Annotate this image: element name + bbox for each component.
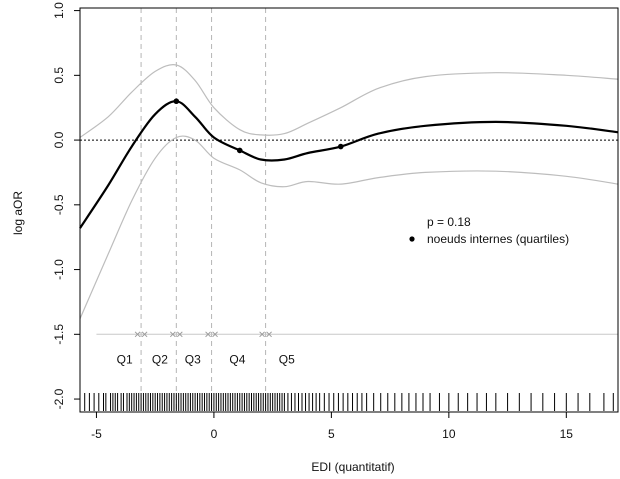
quantile-label: Q1: [117, 352, 133, 366]
upper-ci-line: [79, 64, 619, 138]
knot-point: [236, 147, 243, 154]
x-tick-label: 0: [211, 427, 218, 441]
quantile-label: Q5: [279, 352, 295, 366]
quantile-cross-marker: [169, 331, 176, 338]
quantile-cross-marker: [259, 331, 265, 338]
y-tick-label: -2.0: [52, 388, 66, 409]
x-tick-label: 15: [560, 427, 574, 441]
quantile-cross-marker: [141, 331, 148, 338]
quantile-label: Q2: [152, 352, 168, 366]
quantile-cross-marker: [134, 331, 141, 338]
x-tick-label: 10: [442, 427, 456, 441]
quantile-label: Q4: [229, 352, 245, 366]
x-axis-label: EDI (quantitatif): [311, 460, 394, 474]
y-tick-label: 0.0: [52, 131, 66, 148]
quantile-cross-marker: [176, 331, 183, 338]
x-tick-label: 5: [328, 427, 335, 441]
y-tick-label: -0.5: [52, 194, 66, 215]
quantile-label: Q3: [185, 352, 201, 366]
y-tick-label: -1.0: [52, 259, 66, 280]
y-axis-label: log aOR: [11, 191, 25, 235]
y-tick-label: 1.0: [52, 2, 66, 19]
legend-knots-label: noeuds internes (quartiles): [427, 232, 569, 246]
quantile-cross-marker: [212, 331, 218, 338]
p-value-annotation: p = 0.18: [427, 215, 471, 229]
lower-ci-line: [79, 135, 619, 320]
knot-point: [173, 98, 180, 105]
plot-frame: [79, 7, 619, 413]
quantile-cross-marker: [205, 331, 211, 338]
y-tick-label: 0.5: [52, 67, 66, 84]
x-tick-label: -5: [91, 427, 102, 441]
legend-knot-marker: [409, 236, 415, 242]
knot-point: [337, 143, 344, 150]
estimate-line: [79, 100, 619, 229]
y-tick-label: -1.5: [52, 324, 66, 345]
quantile-cross-marker: [266, 331, 272, 338]
